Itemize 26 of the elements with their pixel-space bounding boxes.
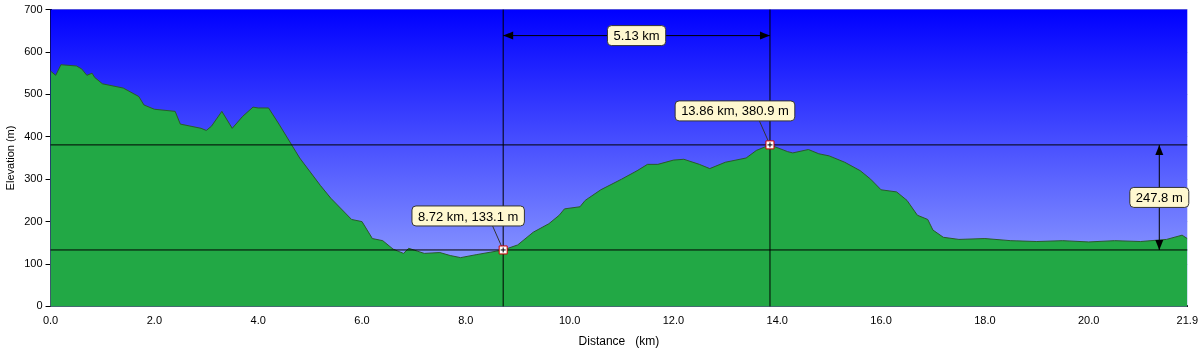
y-tick-label: 0 — [36, 299, 43, 312]
x-axis-title: Distance (km) — [578, 334, 660, 349]
x-tick-label: 8.0 — [458, 314, 474, 327]
x-tick-label: 20.0 — [1077, 314, 1100, 327]
annotation: 13.86 km, 380.9 m — [681, 103, 789, 119]
x-tick-label: 6.0 — [354, 314, 370, 327]
y-tick-label: 200 — [24, 214, 43, 227]
annotation: 8.72 km, 133.1 m — [417, 208, 519, 224]
y-tick-label: 500 — [24, 87, 43, 100]
x-tick-label: 14.0 — [766, 314, 788, 327]
x-tick-label: 21.9 — [1176, 314, 1199, 327]
y-tick-label: 300 — [24, 172, 43, 185]
y-tick-label: 700 — [24, 2, 43, 15]
x-tick-label: 10.0 — [558, 314, 581, 327]
x-tick-label: 12.0 — [662, 314, 685, 327]
y-tick-label: 400 — [24, 129, 43, 142]
y-tick-label: 100 — [24, 257, 43, 270]
y-axis-title: Elevation (m) — [3, 125, 16, 191]
x-tick-label: 16.0 — [870, 314, 892, 327]
x-tick-label: 0.0 — [42, 314, 59, 327]
y-tick-label: 600 — [24, 45, 43, 58]
x-tick-label: 4.0 — [250, 314, 266, 327]
x-tick-label: 2.0 — [146, 314, 163, 327]
annotation: 247.8 m — [1135, 190, 1183, 206]
x-tick-label: 18.0 — [974, 314, 996, 327]
annotation: 5.13 km — [613, 28, 660, 44]
